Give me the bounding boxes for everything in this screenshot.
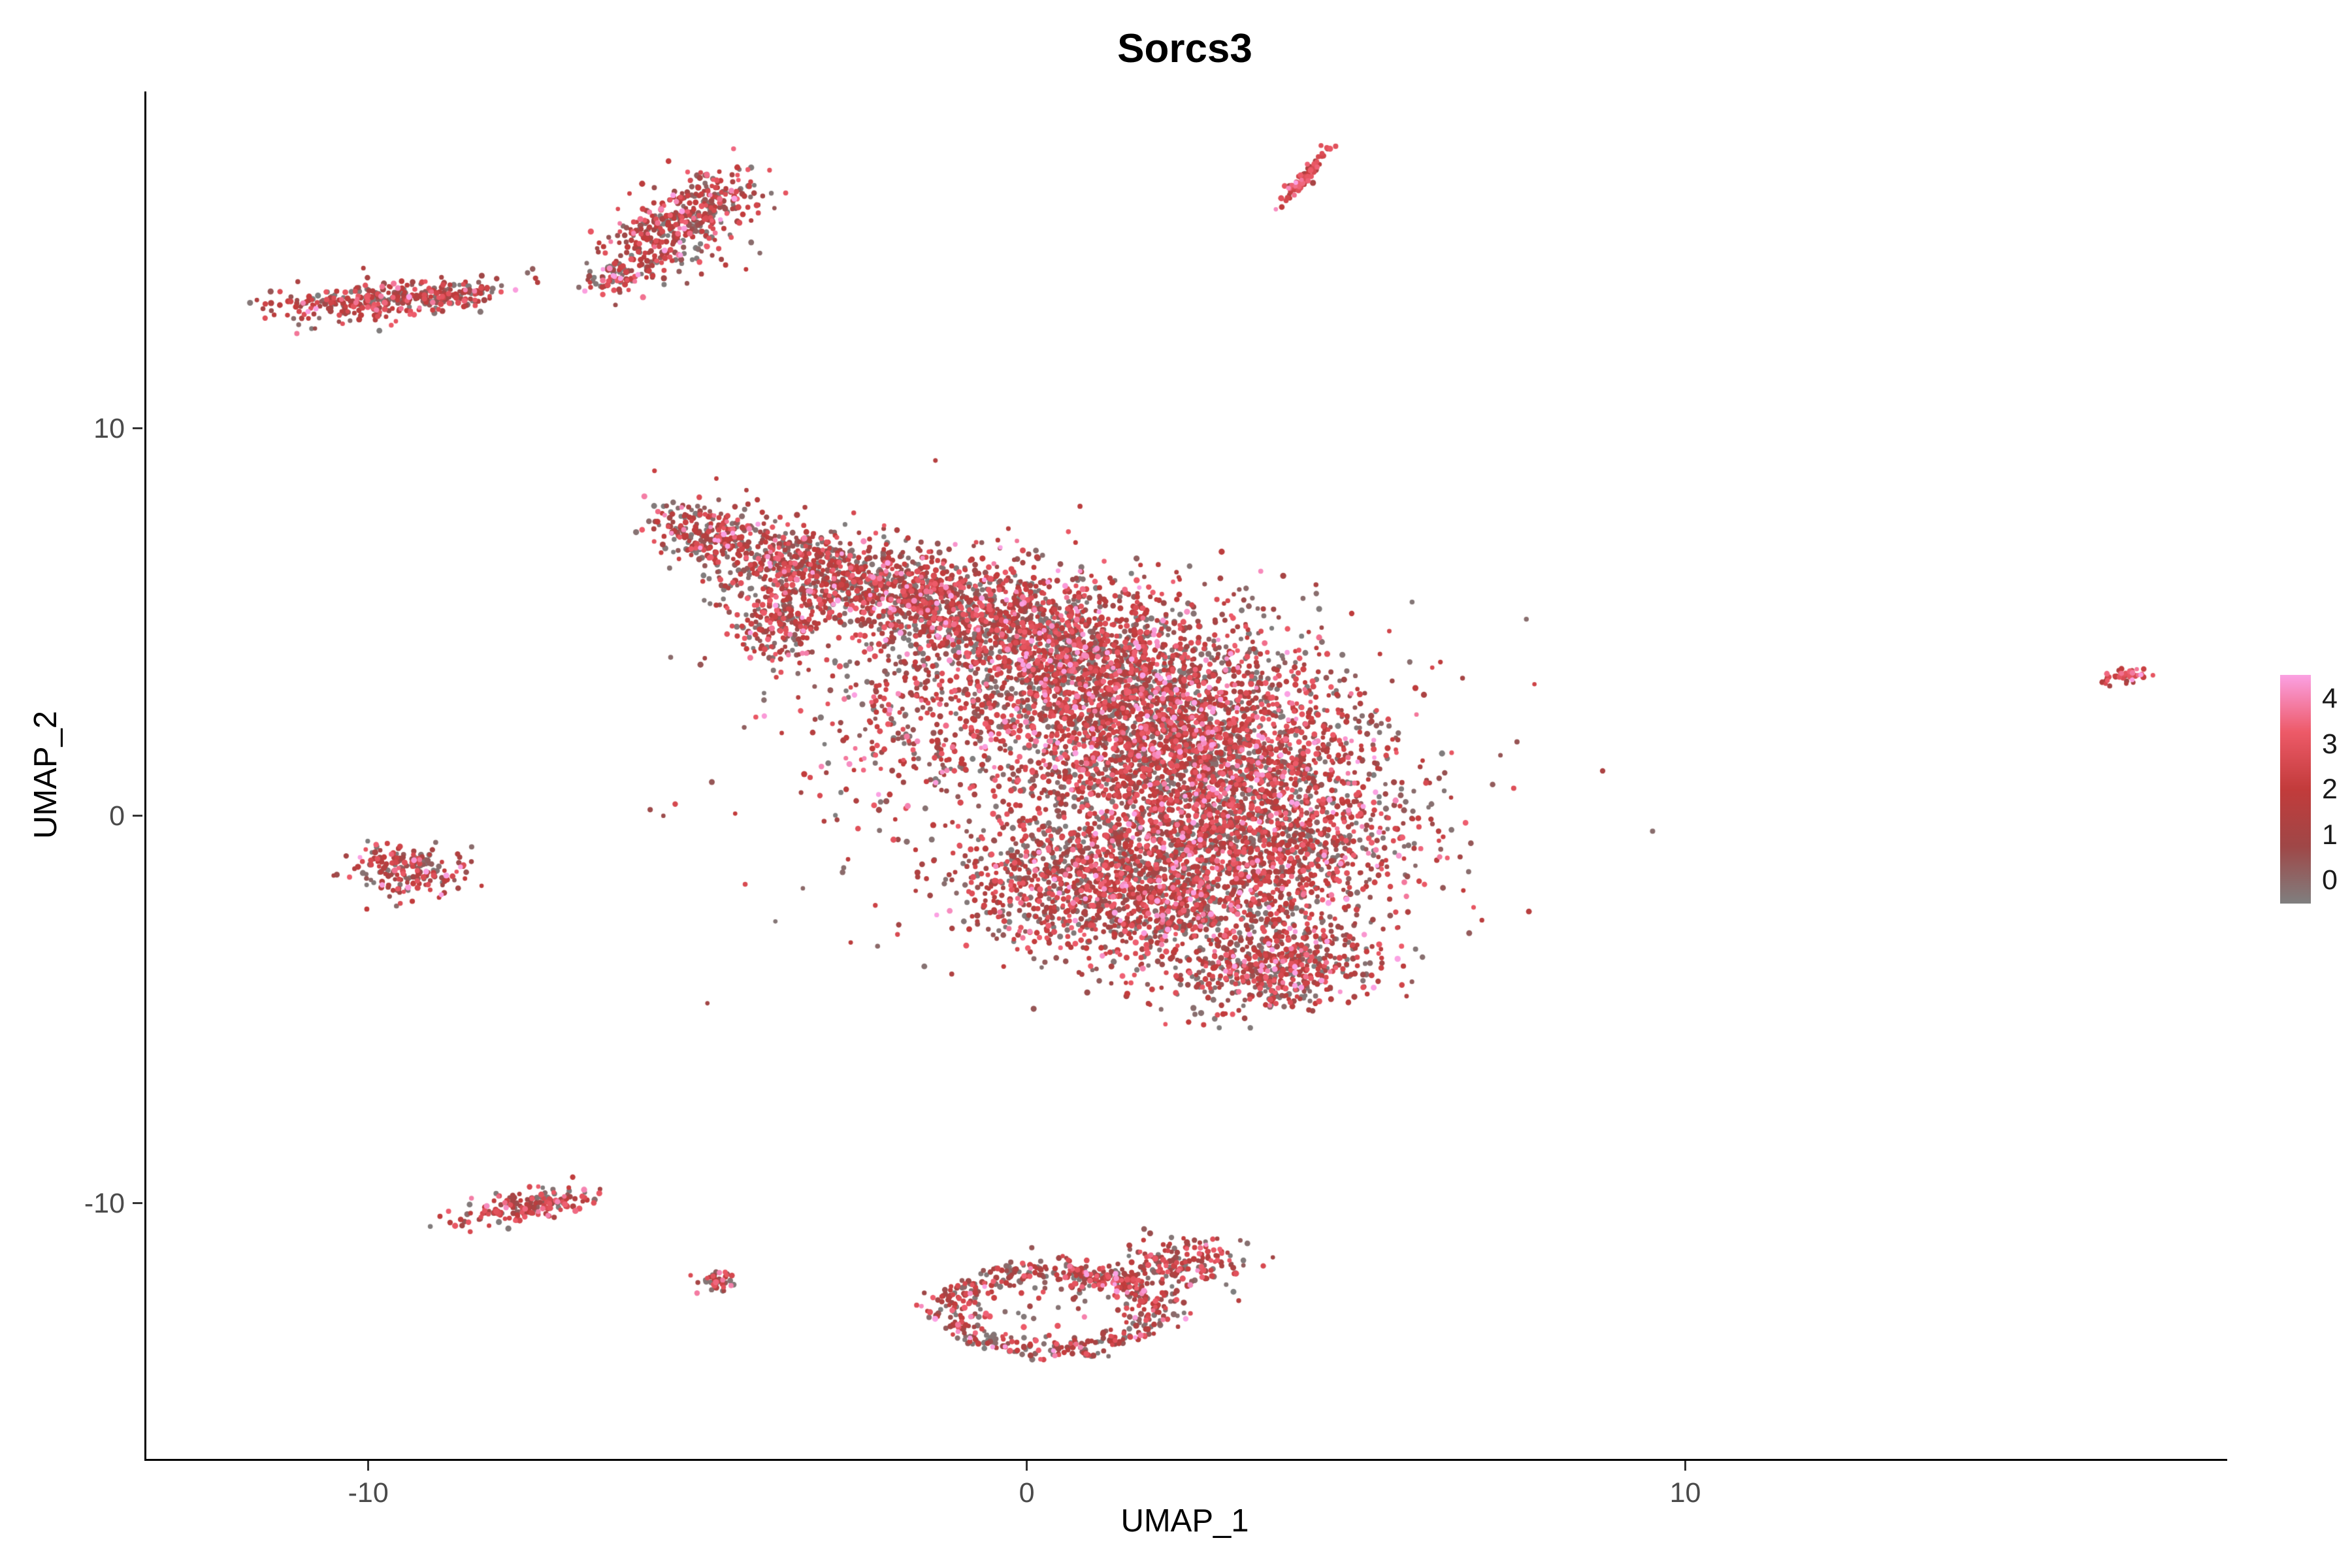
colorbar-tick-label: 0 (2322, 864, 2338, 896)
colorbar-tick-label: 2 (2322, 774, 2338, 805)
x-axis-label: UMAP_1 (1120, 1503, 1249, 1539)
plot-panel (144, 91, 2227, 1461)
y-tick-label: 10 (93, 412, 125, 444)
chart-title: Sorcs3 (1117, 26, 1252, 71)
x-tick-mark (367, 1461, 370, 1471)
expression-colorbar-legend: 4 3 2 1 0 (2280, 675, 2352, 904)
y-tick-mark (133, 427, 142, 430)
y-axis-label: UMAP_2 (28, 710, 63, 840)
x-tick-mark (1026, 1461, 1028, 1471)
colorbar-tick-label: 4 (2322, 683, 2338, 714)
colorbar-tick-label: 3 (2322, 728, 2338, 760)
scatter-points-canvas (146, 91, 2227, 1459)
colorbar-tick-label: 1 (2322, 819, 2338, 851)
x-tick-mark (1684, 1461, 1686, 1471)
colorbar-gradient (2280, 675, 2311, 904)
y-tick-mark (133, 1202, 142, 1205)
y-tick-mark (133, 815, 142, 817)
y-tick-label: -10 (84, 1187, 125, 1219)
